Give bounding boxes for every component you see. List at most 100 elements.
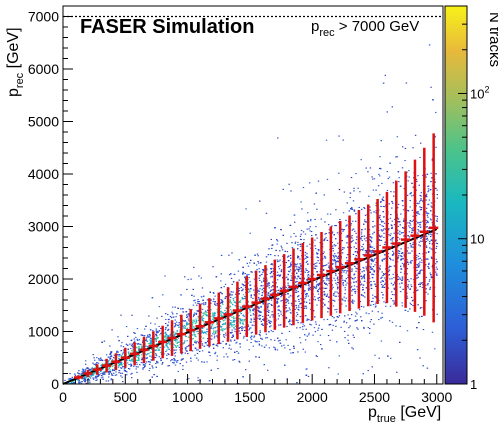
scatter-point <box>342 247 344 249</box>
scatter-point <box>149 351 152 353</box>
scatter-point <box>343 321 345 323</box>
scatter-point <box>374 354 376 356</box>
scatter-point <box>88 380 91 382</box>
scatter-point <box>93 357 95 359</box>
scatter-point <box>113 354 115 356</box>
scatter-point <box>165 345 167 347</box>
scatter-point <box>386 111 388 113</box>
scatter-point <box>422 239 424 241</box>
scatter-point <box>263 317 265 319</box>
scatter-point <box>363 223 365 225</box>
scatter-point <box>219 325 221 327</box>
scatter-point <box>253 278 256 280</box>
scatter-point <box>363 238 366 240</box>
scatter-point <box>383 254 386 256</box>
scatter-point <box>353 273 356 275</box>
scatter-point <box>399 230 401 232</box>
scatter-point <box>74 374 77 376</box>
scatter-point <box>258 311 261 313</box>
scatter-point <box>368 313 370 315</box>
scatter-point <box>258 318 261 320</box>
scatter-point <box>369 243 371 245</box>
scatter-point <box>347 235 349 237</box>
scatter-point <box>317 260 319 262</box>
scatter-point <box>318 324 320 326</box>
scatter-point <box>297 241 299 243</box>
scatter-point <box>315 323 317 325</box>
scatter-point <box>384 257 386 259</box>
scatter-point <box>431 177 433 179</box>
scatter-point <box>235 317 237 319</box>
scatter-point <box>334 279 336 281</box>
scatter-point <box>158 349 161 351</box>
scatter-point <box>339 218 341 220</box>
scatter-point <box>182 326 185 328</box>
scatter-point <box>101 363 104 365</box>
scatter-point <box>381 230 383 232</box>
scatter-point <box>69 377 71 379</box>
scatter-point <box>337 373 339 375</box>
scatter-point <box>308 228 310 230</box>
scatter-point <box>265 261 268 263</box>
scatter-point <box>406 330 409 332</box>
scatter-point <box>373 259 376 261</box>
scatter-point <box>412 186 415 188</box>
scatter-point <box>88 368 90 370</box>
scatter-point <box>166 345 168 347</box>
scatter-point <box>190 360 192 362</box>
scatter-point <box>363 326 365 328</box>
scatter-point <box>303 239 305 241</box>
scatter-point <box>244 326 246 328</box>
scatter-point <box>279 310 281 312</box>
scatter-point <box>251 324 253 326</box>
scatter-point <box>306 278 309 280</box>
scatter-point <box>95 365 97 367</box>
scatter-point <box>299 342 302 344</box>
scatter-point <box>250 327 252 329</box>
scatter-point <box>318 250 320 252</box>
scatter-point <box>71 382 73 384</box>
scatter-point <box>296 278 298 280</box>
scatter-point <box>345 322 348 324</box>
scatter-point <box>140 362 143 364</box>
scatter-point <box>406 171 408 173</box>
scatter-point <box>221 300 223 302</box>
scatter-point <box>333 257 335 259</box>
scatter-point <box>210 369 212 371</box>
scatter-point <box>197 299 199 301</box>
scatter-point <box>120 345 122 347</box>
scatter-point <box>416 254 418 256</box>
scatter-point <box>271 263 273 265</box>
scatter-point <box>98 375 100 377</box>
scatter-point <box>261 324 264 326</box>
scatter-point <box>390 239 392 241</box>
scatter-point <box>295 235 297 237</box>
scatter-point <box>156 336 158 338</box>
scatter-point <box>294 289 297 291</box>
scatter-point <box>64 379 66 381</box>
scatter-point <box>368 195 370 197</box>
scatter-point <box>426 173 429 175</box>
scatter-point <box>138 358 140 360</box>
scatter-point <box>436 216 438 218</box>
scatter-point <box>144 363 147 365</box>
scatter-point <box>421 240 423 242</box>
scatter-point <box>160 327 162 329</box>
scatter-point <box>391 294 394 296</box>
scatter-point <box>412 147 414 149</box>
scatter-point <box>393 303 395 305</box>
scatter-point <box>186 288 188 290</box>
scatter-point <box>328 282 330 284</box>
scatter-point <box>186 316 189 318</box>
scatter-point <box>230 296 232 298</box>
scatter-point <box>145 337 148 339</box>
scatter-point <box>418 322 420 324</box>
scatter-point <box>305 294 307 296</box>
scatter-point <box>188 308 190 310</box>
scatter-point <box>392 259 394 261</box>
scatter-point <box>419 307 422 309</box>
scatter-point <box>366 269 368 271</box>
scatter-point <box>305 269 308 271</box>
scatter-point <box>138 346 140 348</box>
scatter-point <box>133 332 135 334</box>
